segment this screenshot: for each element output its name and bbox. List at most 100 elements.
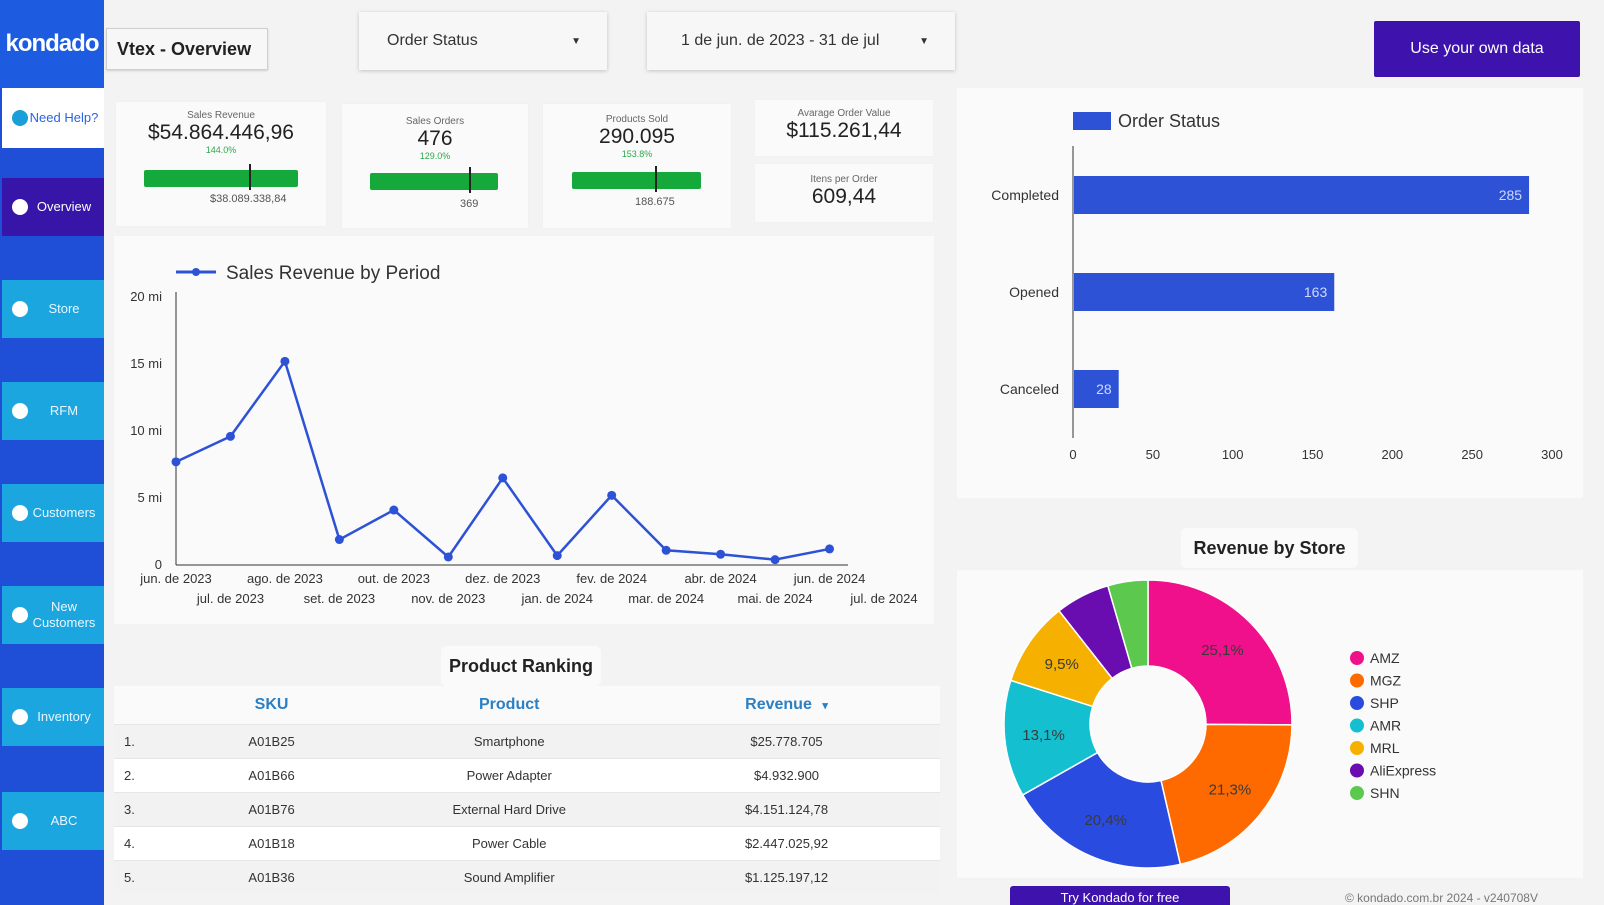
- x-tick-label: 0: [1069, 447, 1076, 462]
- y-tick-label: 15 mi: [130, 356, 162, 371]
- product-cell: Power Adapter: [466, 768, 552, 783]
- x-tick-label: out. de 2023: [358, 571, 430, 586]
- kpi-target: 188.675: [635, 196, 675, 208]
- kpi-label: Avarage Order Value: [797, 108, 891, 119]
- kpi-value: $115.261,44: [786, 119, 902, 142]
- sidebar-item-new-customers[interactable]: New Customers: [2, 586, 104, 644]
- kpi-sales-revenue: Sales Revenue $54.864.446,96 144.0% $38.…: [116, 102, 326, 226]
- x-tick-label: 50: [1146, 447, 1160, 462]
- rank-cell: 5.: [124, 870, 135, 885]
- sku-cell: A01B66: [248, 768, 295, 783]
- revenue-cell: $1.125.197,12: [744, 870, 829, 885]
- data-point: [280, 356, 290, 366]
- category-label: Completed: [991, 187, 1059, 203]
- sidebar-item-customers[interactable]: Customers: [2, 484, 104, 542]
- x-tick-label: dez. de 2023: [465, 571, 540, 586]
- table-row[interactable]: 5. A01B36 Sound Amplifier $1.125.197,12: [114, 860, 940, 894]
- legend-dot: [1350, 718, 1364, 733]
- sidebar-item-label: Overview: [36, 199, 92, 214]
- category-label: Canceled: [1000, 381, 1059, 397]
- x-tick-label: mar. de 2024: [628, 591, 704, 606]
- legend-label: MGZ: [1370, 673, 1402, 689]
- sidebar-item-overview[interactable]: Overview: [2, 178, 104, 236]
- data-point: [825, 544, 835, 554]
- revenue-cell: $25.778.705: [750, 734, 823, 749]
- data-point: [661, 545, 671, 555]
- donut-slice: [1147, 579, 1293, 726]
- product-column-header[interactable]: Product: [479, 696, 540, 713]
- x-tick-label: 200: [1381, 447, 1403, 462]
- product-ranking-table: SKU Product Revenue ▾ 1. A01B25 Smartphone…: [114, 686, 940, 894]
- data-point: [225, 431, 235, 441]
- kondado-logo[interactable]: kondado: [0, 0, 104, 88]
- kpi-percent: 129.0%: [419, 151, 451, 161]
- sidebar-item-label: ABC: [50, 813, 78, 828]
- y-tick-label: 20 mi: [130, 289, 162, 304]
- bar: [1074, 273, 1335, 311]
- sidebar-item-label: RFM: [49, 403, 79, 418]
- sidebar: kondado Need Help? Overview Store RFM Cu…: [0, 0, 104, 905]
- kpi-sales-orders: Sales Orders 476 129.0% 369: [342, 104, 528, 228]
- x-tick-label: fev. de 2024: [576, 571, 647, 586]
- sidebar-item-label: Store: [48, 301, 80, 316]
- table-row[interactable]: 1. A01B25 Smartphone $25.778.705: [114, 724, 940, 758]
- y-tick-label: 5 mi: [137, 490, 162, 505]
- x-tick-label: set. de 2023: [304, 591, 376, 606]
- product-cell: Smartphone: [473, 734, 545, 749]
- legend-label: Sales Revenue by Period: [226, 263, 440, 284]
- sidebar-item-store[interactable]: Store: [2, 280, 104, 338]
- legend-label: SHP: [1370, 695, 1399, 711]
- table-header: SKU Product Revenue ▾: [114, 686, 940, 724]
- bar-value-label: 163: [1304, 284, 1328, 300]
- revenue-column-header[interactable]: Revenue ▾: [633, 696, 940, 714]
- kpi-target: $38.089.338,84: [210, 193, 287, 205]
- order-status-filter[interactable]: Order Status ▼: [359, 12, 607, 70]
- rank-cell: 3.: [124, 802, 135, 817]
- table-row[interactable]: 4. A01B18 Power Cable $2.447.025,92: [114, 826, 940, 860]
- x-tick-label: ago. de 2023: [247, 571, 323, 586]
- sku-column-header[interactable]: SKU: [254, 696, 289, 713]
- table-row[interactable]: 2. A01B66 Power Adapter $4.932.900: [114, 758, 940, 792]
- kpi-bullet-bar: [572, 172, 701, 189]
- bar: [1074, 370, 1119, 408]
- x-tick-label: 100: [1222, 447, 1244, 462]
- x-tick-label: jul. de 2023: [196, 591, 264, 606]
- kpi-target-marker: [655, 166, 657, 192]
- kpi-products-sold: Products Sold 290.095 153.8% 188.675: [543, 104, 731, 228]
- revenue-cell: $2.447.025,92: [744, 836, 829, 851]
- rank-cell: 1.: [124, 734, 135, 749]
- y-tick-label: 10 mi: [130, 423, 162, 438]
- x-tick-label: jan. de 2024: [520, 591, 593, 606]
- sidebar-item-rfm[interactable]: RFM: [2, 382, 104, 440]
- order-status-filter-label: Order Status: [387, 32, 478, 49]
- sku-cell: A01B25: [248, 734, 295, 749]
- legend-dot: [1350, 763, 1364, 778]
- sidebar-item-inventory[interactable]: Inventory: [2, 688, 104, 746]
- page-title: Vtex - Overview: [106, 28, 268, 70]
- legend-dot: [1350, 741, 1364, 755]
- sidebar-item-abc[interactable]: ABC: [2, 792, 104, 850]
- legend-label: Order Status: [1118, 111, 1220, 131]
- revenue-by-store-title: Revenue by Store: [1181, 528, 1358, 568]
- category-label: Opened: [1009, 284, 1059, 300]
- table-row[interactable]: 3. A01B76 External Hard Drive $4.151.124,78: [114, 792, 940, 826]
- donut-slice: [1106, 579, 1149, 670]
- legend-swatch: [1073, 112, 1111, 130]
- donut-slice: [1160, 723, 1293, 866]
- sidebar-item-help[interactable]: Need Help?: [2, 88, 104, 148]
- slice-percent-label: 13,1%: [1022, 727, 1065, 744]
- date-range-picker[interactable]: 1 de jun. de 2023 - 31 de jul ▼: [647, 12, 955, 70]
- x-tick-label: 250: [1461, 447, 1483, 462]
- use-your-own-data-button[interactable]: Use your own data: [1374, 21, 1580, 77]
- sku-cell: A01B18: [248, 836, 295, 851]
- kpi-average-order-value: Avarage Order Value $115.261,44: [755, 100, 933, 156]
- kpi-value: 476: [417, 127, 453, 150]
- sort-descending-icon: ▾: [822, 700, 828, 712]
- rank-cell: 2.: [124, 768, 135, 783]
- try-kondado-button[interactable]: Try Kondado for free: [1010, 886, 1230, 905]
- help-bullet-icon: [12, 110, 28, 126]
- sidebar-item-label: Need Help?: [29, 110, 99, 125]
- kpi-target-marker: [249, 164, 251, 190]
- kpi-value: $54.864.446,96: [148, 121, 294, 144]
